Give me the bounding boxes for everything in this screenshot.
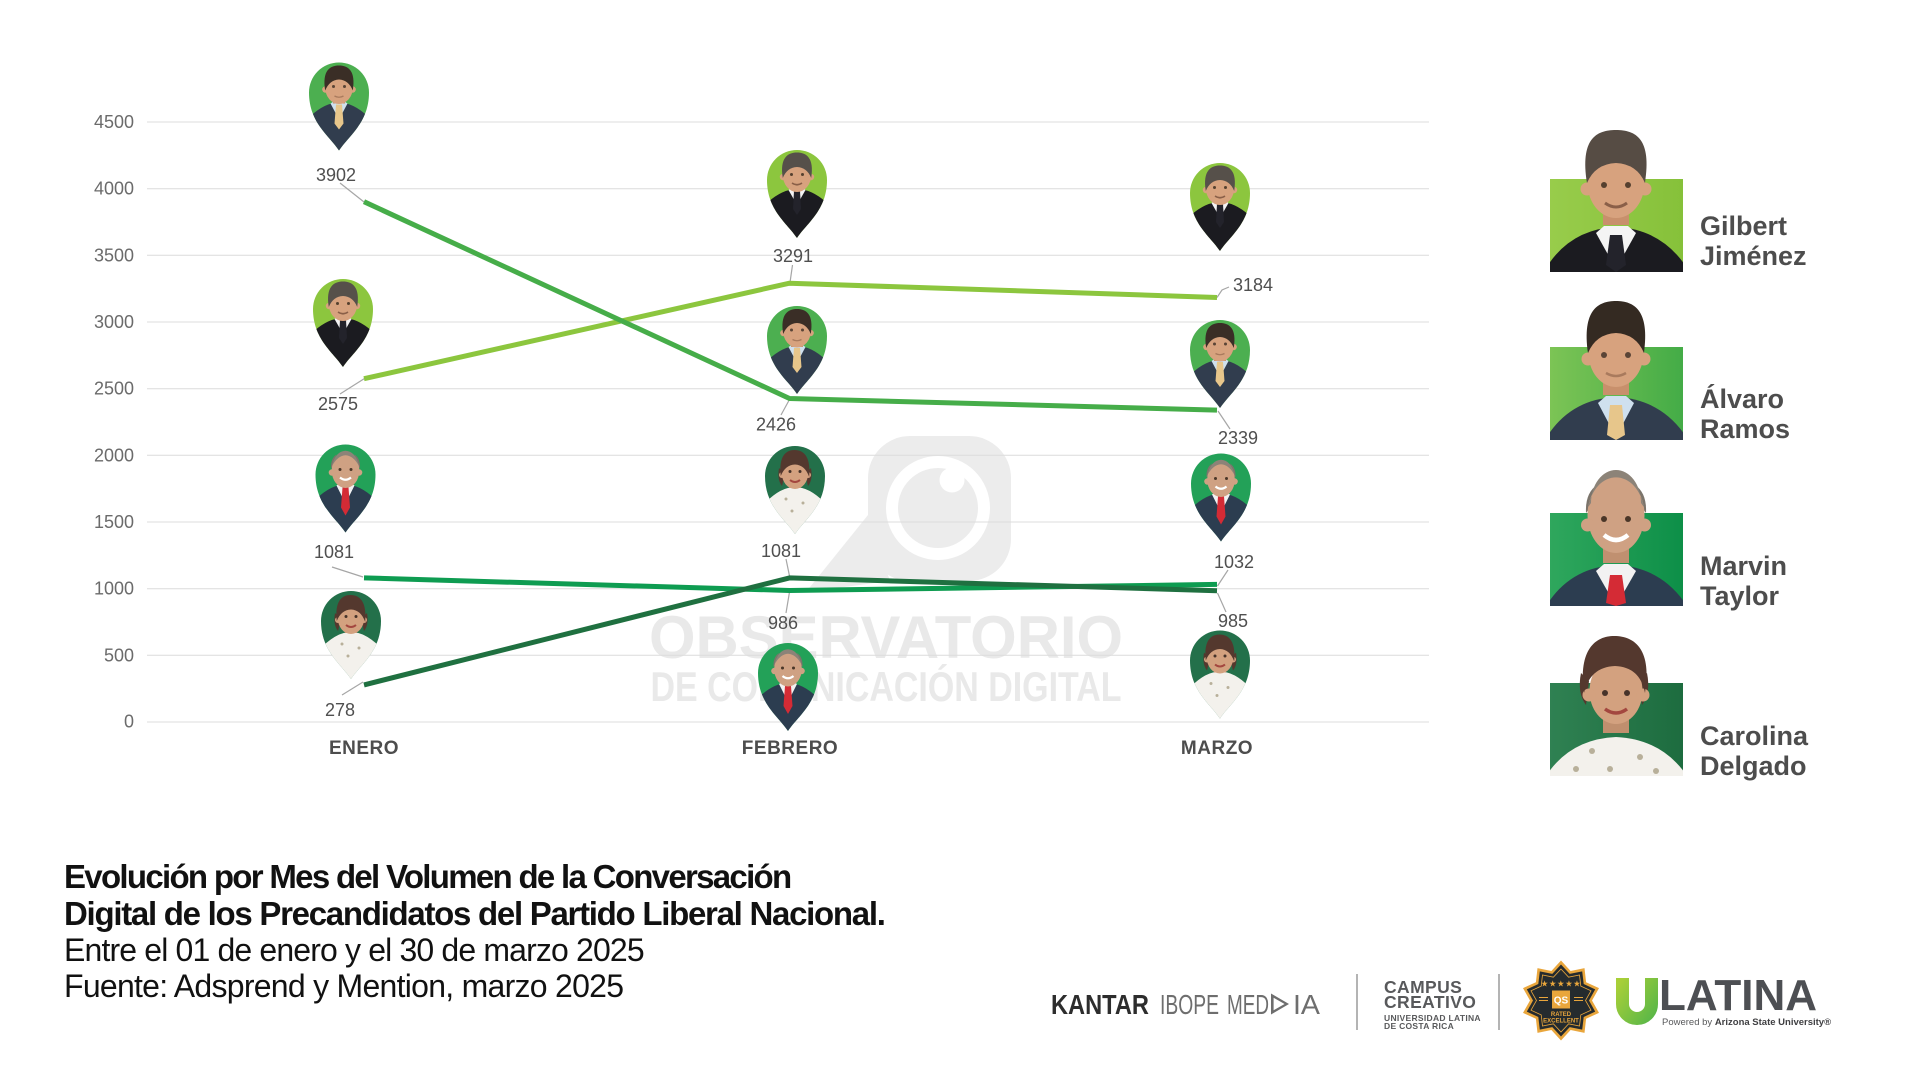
svg-text:MED: MED [1227,989,1269,1020]
svg-text:2000: 2000 [94,445,134,465]
svg-text:Álvaro: Álvaro [1700,383,1784,414]
svg-text:4000: 4000 [94,179,134,199]
svg-text:Carolina: Carolina [1700,721,1809,751]
svg-text:500: 500 [104,645,134,665]
svg-text:2575: 2575 [318,394,358,414]
svg-text:3184: 3184 [1233,275,1273,295]
svg-text:4500: 4500 [94,112,134,132]
svg-text:986: 986 [768,613,798,633]
svg-text:ENERO: ENERO [329,738,399,759]
svg-text:1081: 1081 [314,542,354,562]
svg-text:FEBRERO: FEBRERO [742,738,838,759]
svg-text:1081: 1081 [761,541,801,561]
svg-text:Ramos: Ramos [1700,414,1790,444]
svg-text:★★★★★: ★★★★★ [1541,979,1582,989]
svg-text:DE COMUNICACIÓN DIGITAL: DE COMUNICACIÓN DIGITAL [651,662,1122,710]
svg-text:2426: 2426 [756,415,796,435]
svg-text:3000: 3000 [94,312,134,332]
svg-text:2500: 2500 [94,379,134,399]
svg-text:2339: 2339 [1218,428,1258,448]
svg-text:DE COSTA RICA: DE COSTA RICA [1384,1021,1454,1031]
svg-text:Powered by Arizona State Unive: Powered by Arizona State University® [1662,1017,1831,1028]
svg-text:1032: 1032 [1214,552,1254,572]
svg-text:Entre el 01 de enero y el 30 d: Entre el 01 de enero y el 30 de marzo 20… [64,932,644,968]
svg-text:985: 985 [1218,611,1248,631]
svg-text:OBSERVATORIO: OBSERVATORIO [649,604,1123,671]
svg-text:0: 0 [124,712,134,732]
svg-text:Fuente: Adsprend y Mention, ma: Fuente: Adsprend y Mention, marzo 2025 [64,968,623,1004]
svg-text:Taylor: Taylor [1700,581,1780,611]
svg-text:CREATIVO: CREATIVO [1384,992,1476,1012]
svg-text:Marvin: Marvin [1700,551,1787,581]
svg-text:LATINA: LATINA [1659,971,1817,1020]
svg-text:Evolución por Mes del Volumen: Evolución por Mes del Volumen de la Conv… [64,858,791,895]
svg-text:1000: 1000 [94,579,134,599]
svg-text:278: 278 [325,700,355,720]
svg-text:1500: 1500 [94,512,134,532]
svg-text:MARZO: MARZO [1181,738,1253,759]
svg-text:QS: QS [1554,996,1569,1007]
svg-text:Jiménez: Jiménez [1700,241,1807,271]
svg-text:3902: 3902 [316,165,356,185]
svg-text:KANTAR: KANTAR [1051,989,1149,1020]
svg-text:UNIVERSIDAD LATINA: UNIVERSIDAD LATINA [1384,1013,1481,1023]
svg-text:3500: 3500 [94,245,134,265]
svg-text:Digital de los Precandidatos d: Digital de los Precandidatos del Partido… [64,895,885,932]
svg-text:RATED: RATED [1551,1012,1572,1018]
svg-text:3291: 3291 [773,246,813,266]
svg-text:Delgado: Delgado [1700,751,1807,781]
svg-text:IA: IA [1293,989,1320,1020]
svg-text:CAMPUS: CAMPUS [1384,977,1462,997]
svg-text:Gilbert: Gilbert [1700,211,1787,241]
svg-text:IBOPE: IBOPE [1160,989,1219,1020]
svg-text:EXCELLENT: EXCELLENT [1543,1019,1579,1025]
